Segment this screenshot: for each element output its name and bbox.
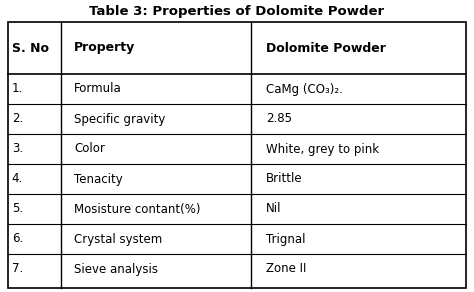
- Text: 6.: 6.: [12, 232, 23, 246]
- Text: Specific gravity: Specific gravity: [74, 112, 165, 126]
- Text: Brittle: Brittle: [266, 173, 302, 185]
- Text: Property: Property: [74, 41, 135, 55]
- Text: 2.85: 2.85: [266, 112, 292, 126]
- Text: CaMg (CO₃)₂.: CaMg (CO₃)₂.: [266, 83, 343, 95]
- Text: 3.: 3.: [12, 142, 23, 156]
- Text: Mosisture contant(%): Mosisture contant(%): [74, 202, 201, 215]
- Text: Color: Color: [74, 142, 105, 156]
- Text: 5.: 5.: [12, 202, 23, 215]
- Text: 4.: 4.: [12, 173, 23, 185]
- Text: White, grey to pink: White, grey to pink: [266, 142, 379, 156]
- Text: Zone II: Zone II: [266, 263, 306, 275]
- Text: S. No: S. No: [12, 41, 49, 55]
- Text: Trignal: Trignal: [266, 232, 305, 246]
- Text: 2.: 2.: [12, 112, 23, 126]
- Text: Table 3: Properties of Dolomite Powder: Table 3: Properties of Dolomite Powder: [90, 4, 384, 18]
- Text: Dolomite Powder: Dolomite Powder: [266, 41, 386, 55]
- Text: Formula: Formula: [74, 83, 122, 95]
- Text: 1.: 1.: [12, 83, 23, 95]
- Text: Crystal system: Crystal system: [74, 232, 162, 246]
- Text: Sieve analysis: Sieve analysis: [74, 263, 158, 275]
- Text: 7.: 7.: [12, 263, 23, 275]
- Text: Tenacity: Tenacity: [74, 173, 123, 185]
- Text: Nil: Nil: [266, 202, 281, 215]
